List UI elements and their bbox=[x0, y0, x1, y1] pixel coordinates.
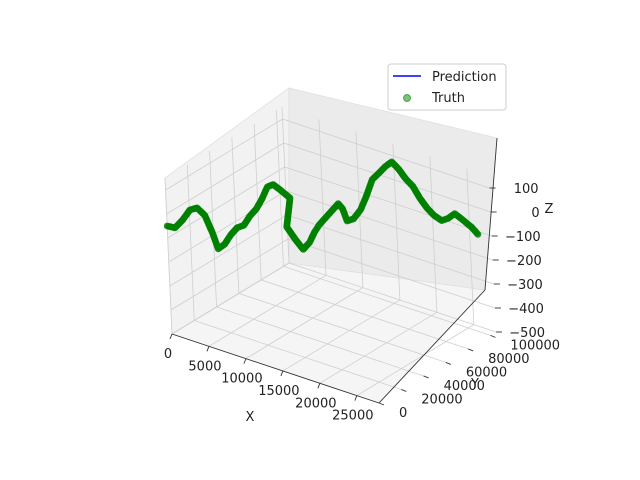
x-tick-label: 0 bbox=[164, 347, 172, 362]
z-gridline bbox=[171, 262, 497, 335]
back-pane bbox=[288, 87, 498, 291]
x-tick bbox=[169, 333, 173, 340]
truth-points bbox=[163, 158, 482, 253]
y-tick bbox=[378, 402, 385, 406]
legend-prediction-label: Prediction bbox=[432, 70, 497, 85]
y-tick-label: 40000 bbox=[444, 379, 485, 394]
y-tick bbox=[490, 334, 496, 338]
x-tick bbox=[280, 370, 284, 377]
z-tick-label: 100 bbox=[514, 182, 539, 197]
y-axis-label: Y bbox=[470, 377, 479, 392]
y-tick bbox=[445, 362, 452, 365]
x-tick bbox=[243, 358, 247, 364]
y-tick-label: 80000 bbox=[488, 352, 529, 367]
z-gridline bbox=[166, 142, 491, 215]
y-tick bbox=[467, 348, 474, 352]
legend-truth-swatch bbox=[403, 94, 411, 102]
legend-truth-label: Truth bbox=[431, 91, 465, 106]
x-tick bbox=[206, 346, 210, 352]
z-tick-label: −500 bbox=[509, 326, 545, 341]
tick-marks bbox=[169, 187, 502, 406]
x-tick-label: 25000 bbox=[332, 409, 373, 424]
x-axis-line bbox=[171, 333, 380, 404]
y-tick-label: 20000 bbox=[421, 392, 462, 407]
z-tick-label: 0 bbox=[531, 206, 539, 221]
y-tick-label: 100000 bbox=[510, 338, 560, 353]
z-gridline bbox=[165, 118, 490, 191]
y-axis-line bbox=[378, 289, 486, 404]
x-axis-label: X bbox=[246, 410, 255, 425]
y-tick bbox=[423, 375, 429, 379]
z-tick-label: −100 bbox=[505, 230, 541, 245]
x-tick bbox=[317, 383, 321, 389]
z-tick-label: −300 bbox=[507, 278, 543, 293]
x-tick-label: 20000 bbox=[295, 396, 336, 411]
z-tick-label: −400 bbox=[508, 302, 544, 317]
x-tick-label: 5000 bbox=[188, 359, 221, 374]
y-tick bbox=[401, 389, 407, 392]
y-tick-label: 0 bbox=[399, 406, 407, 421]
z-axis-label: Z bbox=[545, 202, 554, 217]
axes-panes bbox=[164, 87, 498, 404]
truth-point bbox=[474, 230, 482, 238]
x-tick-label: 15000 bbox=[258, 384, 299, 399]
z-axis-line bbox=[484, 137, 498, 291]
z-gridline bbox=[170, 238, 496, 311]
x-tick bbox=[354, 395, 358, 401]
z-tick-label: −200 bbox=[506, 254, 542, 269]
legend: Prediction Truth bbox=[387, 63, 507, 111]
x-tick-label: 10000 bbox=[221, 372, 262, 387]
y-tick-label: 60000 bbox=[466, 365, 507, 380]
axis-lines bbox=[171, 137, 498, 404]
